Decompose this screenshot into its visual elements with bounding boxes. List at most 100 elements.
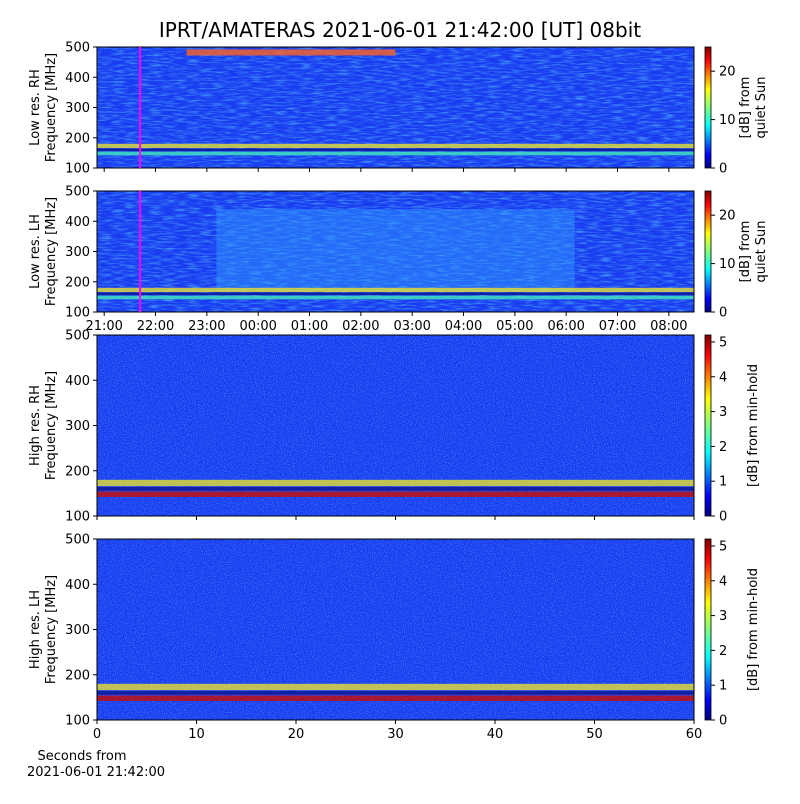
colorbar-tick-label: 10 [719,113,736,128]
colorbar-label-line: [dB] from [738,221,753,283]
interference-band [97,143,694,149]
colorbar-tick-label: 0 [719,714,727,729]
colorbar-tick-label: 0 [719,162,727,177]
interference-band [97,287,694,293]
colorbar-label-line: [dB] from min-hold [746,568,761,691]
interference-band [97,695,694,701]
x-axis-label-line: Seconds from [37,749,126,764]
x-tick-label: 05:00 [496,319,533,334]
colorbar-tick-label: 0 [719,510,727,525]
y-tick-label: 100 [65,306,90,321]
x-axis-label-line: 2021-06-01 21:42:00 [27,765,165,780]
interference-band [97,487,694,491]
interference-band [97,691,694,695]
x-tick-label: 01:00 [291,319,328,334]
colorbar-tick-label: 1 [719,679,727,694]
y-axis-label: Low res. RHFrequency [MHz] [28,53,59,162]
colorbar-tick-label: 5 [719,335,727,350]
colorbar-label-line: [dB] from [738,77,753,139]
interference-band [97,148,694,152]
x-tick-label: 21:00 [85,319,122,334]
y-tick-label: 500 [65,329,90,344]
y-tick-label: 200 [65,464,90,479]
x-tick-label: 22:00 [137,319,174,334]
y-tick-label: 400 [65,578,90,593]
y-tick-label: 500 [65,533,90,548]
colorbar [704,334,712,517]
y-tick-label: 300 [65,101,90,116]
x-tick-label: 23:00 [188,319,225,334]
y-tick-label: 400 [65,215,90,230]
x-tick-label: 04:00 [445,319,482,334]
y-tick-label: 200 [65,668,90,683]
y-tick-label: 500 [65,185,90,200]
colorbar-label: [dB] fromquiet Sun [738,220,769,282]
colorbar-tick-label: 20 [719,209,736,224]
x-tick-label: 00:00 [239,319,276,334]
colorbar [704,46,712,169]
y-tick-label: 400 [65,374,90,389]
colorbar-tick-label: 4 [719,370,727,385]
y-tick-label: 100 [65,714,90,729]
y-tick-label: 300 [65,623,90,638]
colorbar-tick-label: 3 [719,405,727,420]
interference-band [97,151,694,156]
interference-band [97,491,694,497]
y-tick-label: 200 [65,131,90,146]
x-tick-label: 50 [586,727,603,742]
colorbar-tick-label: 2 [719,440,727,455]
y-axis-label-line: Frequency [MHz] [44,575,59,684]
emission-region [216,209,575,292]
colorbar-label: [dB] from min-hold [746,364,761,487]
chart-title: IPRT/AMATERAS 2021-06-01 21:42:00 [UT] 0… [159,18,641,42]
y-axis-label-line: Frequency [MHz] [44,371,59,480]
colorbar-tick-label: 4 [719,574,727,589]
colorbar-tick-label: 5 [719,539,727,554]
y-axis-label: High res. LHFrequency [MHz] [28,575,59,684]
x-tick-label: 03:00 [393,319,430,334]
colorbar-tick-label: 10 [719,257,736,272]
interference-band [97,292,694,296]
y-axis-label-line: High res. LH [28,590,43,669]
y-tick-label: 100 [65,510,90,525]
x-axis-label: Seconds from 2021-06-01 21:42:00 [27,749,165,780]
interference-band [97,295,694,300]
colorbar-label-line: [dB] from min-hold [746,364,761,487]
colorbar [704,538,712,721]
x-tick-label: 06:00 [547,319,584,334]
x-tick-label: 07:00 [599,319,636,334]
x-tick-label: 10 [188,727,205,742]
x-tick-label: 60 [686,727,703,742]
y-axis-label-line: Frequency [MHz] [44,53,59,162]
colorbar [704,190,712,313]
interference-band [97,479,694,487]
x-tick-label: 0 [93,727,101,742]
x-tick-label: 30 [387,727,404,742]
y-tick-label: 200 [65,275,90,290]
y-tick-label: 100 [65,162,90,177]
colorbar-tick-label: 3 [719,609,727,624]
y-tick-label: 300 [65,245,90,260]
y-axis-label-line: Frequency [MHz] [44,197,59,306]
colorbar-label-line: quiet Sun [754,76,769,138]
y-tick-label: 500 [65,41,90,56]
colorbar-tick-label: 0 [719,306,727,321]
y-axis-label: Low res. LHFrequency [MHz] [28,197,59,306]
emission-region [186,49,396,56]
y-axis-label-line: Low res. LH [28,214,43,289]
x-tick-label: 08:00 [650,319,687,334]
colorbar-tick-label: 2 [719,644,727,659]
y-axis-label: High res. RHFrequency [MHz] [28,371,59,480]
y-axis-label-line: High res. RH [28,385,43,466]
colorbar-tick-label: 20 [719,65,736,80]
colorbar-label-line: quiet Sun [754,220,769,282]
interference-band [97,683,694,691]
colorbar-label: [dB] from min-hold [746,568,761,691]
y-tick-label: 400 [65,71,90,86]
colorbar-label: [dB] fromquiet Sun [738,76,769,138]
x-tick-label: 40 [487,727,504,742]
y-axis-label-line: Low res. RH [28,69,43,146]
x-tick-label: 02:00 [342,319,379,334]
x-tick-label: 20 [288,727,305,742]
